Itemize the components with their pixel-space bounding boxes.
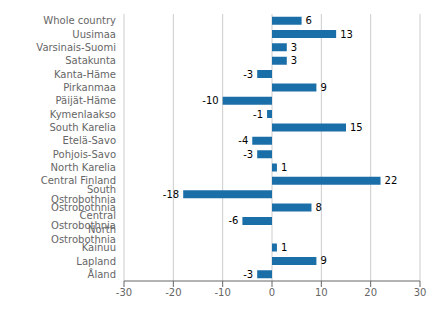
svg-text:9: 9 — [320, 255, 326, 266]
svg-text:-3: -3 — [243, 149, 253, 160]
svg-text:Päijät-Häme: Päijät-Häme — [56, 95, 116, 106]
svg-text:-3: -3 — [243, 269, 253, 280]
svg-text:1: 1 — [281, 242, 287, 253]
svg-text:Lapland: Lapland — [76, 256, 116, 267]
svg-text:-10: -10 — [202, 95, 218, 106]
svg-text:South Karelia: South Karelia — [50, 122, 116, 133]
svg-text:20: 20 — [364, 287, 377, 298]
svg-text:Kainuu: Kainuu — [82, 242, 116, 253]
svg-text:1: 1 — [281, 162, 287, 173]
svg-text:-30: -30 — [116, 287, 132, 298]
svg-text:15: 15 — [350, 122, 363, 133]
svg-text:3: 3 — [291, 42, 297, 53]
svg-text:3: 3 — [291, 55, 297, 66]
svg-text:Pirkanmaa: Pirkanmaa — [63, 82, 116, 93]
svg-text:Åland: Åland — [88, 268, 116, 280]
svg-text:Varsinais-Suomi: Varsinais-Suomi — [36, 42, 116, 53]
svg-text:9: 9 — [320, 82, 326, 93]
svg-text:22: 22 — [385, 175, 398, 186]
svg-text:8: 8 — [315, 202, 321, 213]
svg-text:Satakunta: Satakunta — [65, 55, 116, 66]
svg-text:-4: -4 — [238, 135, 248, 146]
svg-text:-20: -20 — [165, 287, 181, 298]
svg-text:-18: -18 — [163, 189, 179, 200]
svg-text:-3: -3 — [243, 69, 253, 80]
svg-text:Kanta-Häme: Kanta-Häme — [54, 69, 116, 80]
svg-text:-6: -6 — [228, 215, 238, 226]
svg-text:10: 10 — [315, 287, 328, 298]
svg-text:6: 6 — [306, 15, 312, 26]
svg-text:Kymenlaakso: Kymenlaakso — [50, 109, 116, 120]
svg-text:Etelä-Savo: Etelä-Savo — [63, 135, 116, 146]
svg-text:Pohjois-Savo: Pohjois-Savo — [53, 149, 116, 160]
svg-text:-1: -1 — [253, 109, 263, 120]
svg-text:0: 0 — [269, 287, 275, 298]
svg-text:-10: -10 — [214, 287, 230, 298]
svg-text:North Karelia: North Karelia — [51, 162, 116, 173]
svg-text:Uusimaa: Uusimaa — [72, 29, 116, 40]
svg-text:13: 13 — [340, 29, 353, 40]
svg-text:30: 30 — [414, 287, 427, 298]
svg-text:Whole country: Whole country — [43, 15, 116, 26]
